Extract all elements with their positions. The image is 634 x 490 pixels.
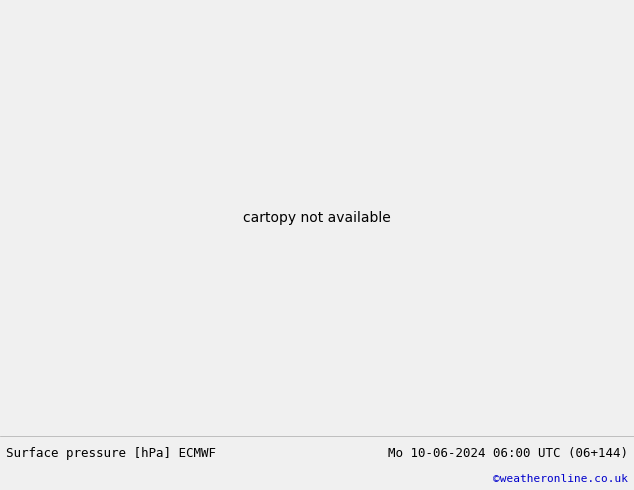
Text: Mo 10-06-2024 06:00 UTC (06+144): Mo 10-06-2024 06:00 UTC (06+144) (387, 447, 628, 460)
Text: ©weatheronline.co.uk: ©weatheronline.co.uk (493, 474, 628, 484)
Text: cartopy not available: cartopy not available (243, 211, 391, 225)
Text: Surface pressure [hPa] ECMWF: Surface pressure [hPa] ECMWF (6, 447, 216, 460)
